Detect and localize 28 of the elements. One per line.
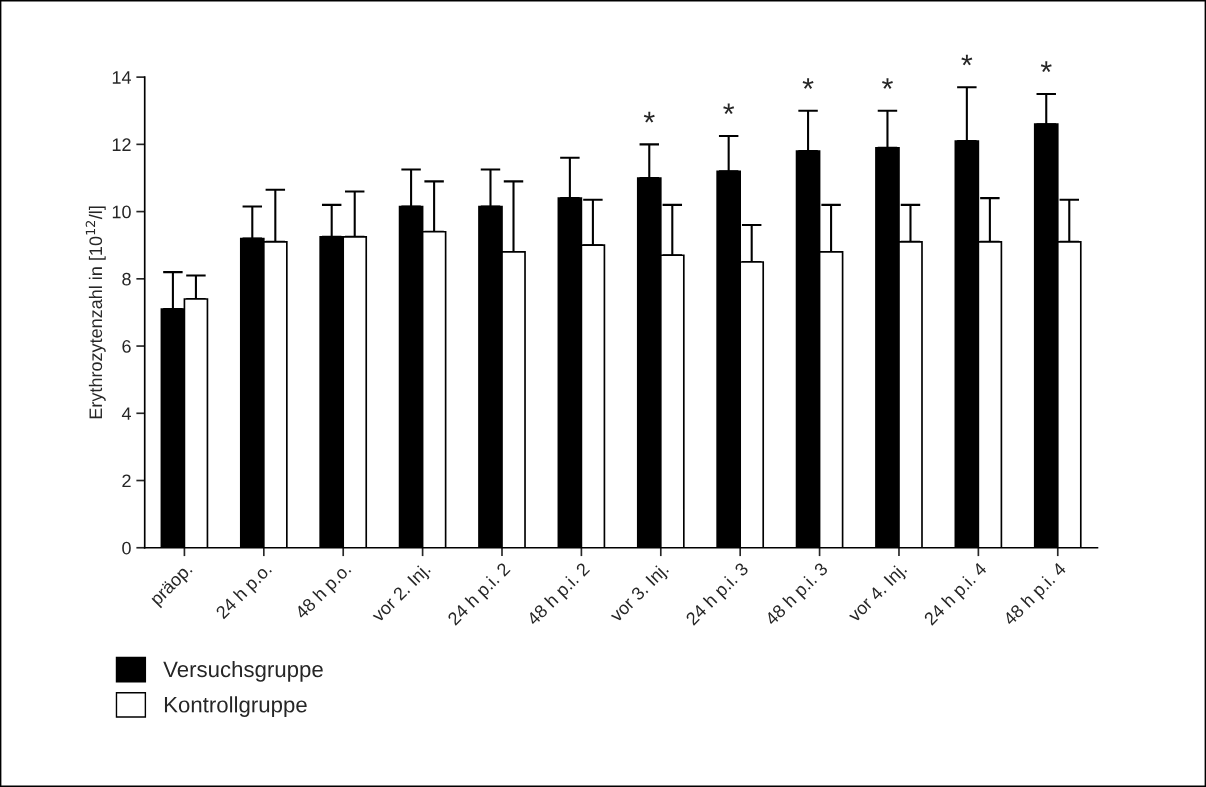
x-tick-label: 24 h p.o. bbox=[214, 562, 275, 622]
legend-label: Kontrollgruppe bbox=[164, 696, 307, 717]
annotation: * bbox=[723, 103, 735, 115]
x-tick-label: 48 h p.i. 4 bbox=[1001, 561, 1070, 629]
y-tick-label: 10 bbox=[112, 205, 131, 219]
y-axis-title: Erythrozytenzahl in [10$^{12}$/l] bbox=[85, 206, 106, 419]
x-tick-label: 24 h p.i. 3 bbox=[684, 561, 752, 629]
x-tick-label: vor 2. Inj. bbox=[370, 562, 434, 626]
annotation: * bbox=[802, 78, 814, 89]
y-tick-label: 14 bbox=[112, 71, 131, 84]
y-tick-label: 2 bbox=[122, 474, 131, 488]
x-tick-label: 48 h p.i. 3 bbox=[763, 561, 831, 629]
annotation: * bbox=[961, 54, 973, 66]
annotation: * bbox=[643, 111, 655, 123]
x-tick-label: vor 4. Inj. bbox=[846, 562, 910, 626]
annotation: * bbox=[1040, 61, 1052, 73]
y-tick-label: 12 bbox=[112, 138, 131, 151]
x-tick-label: 24 h p.i. 4 bbox=[922, 561, 990, 629]
x-tick-label: vor 3. Inj. bbox=[608, 562, 672, 626]
y-tick-label: 8 bbox=[122, 272, 131, 286]
legend-label: Versuchsgruppe bbox=[163, 660, 323, 682]
x-tick-label: 48 h p.o. bbox=[293, 562, 354, 623]
y-tick-label: 4 bbox=[121, 407, 131, 420]
y-tick-label: 6 bbox=[122, 339, 131, 353]
y-tick-label: 0 bbox=[122, 541, 131, 555]
x-tick-label: 48 h p.i. 2 bbox=[525, 561, 593, 629]
x-tick-label: 24 h p.i. 2 bbox=[446, 561, 514, 629]
annotation: * bbox=[882, 78, 893, 89]
